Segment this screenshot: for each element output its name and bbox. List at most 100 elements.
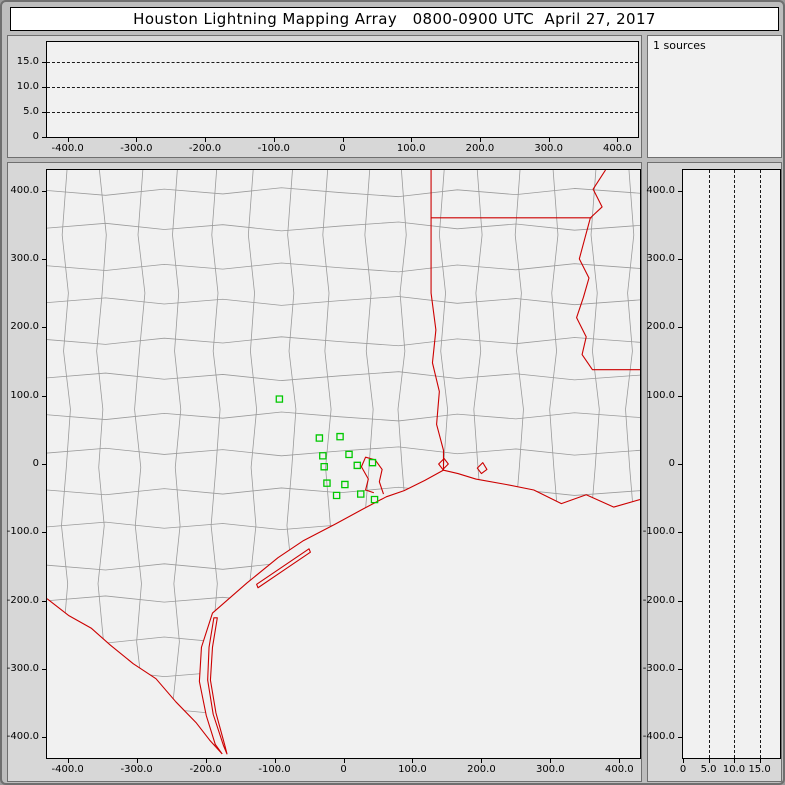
x-tick-mark (619, 759, 621, 763)
y-tick-label: 300.0 (10, 252, 39, 264)
y-tick-label: -100.0 (642, 526, 675, 538)
galveston-bay-outline (361, 457, 383, 494)
x-tick-label: -200.0 (188, 143, 222, 154)
x-tick-label: 0 (340, 764, 347, 775)
county-boundary-line (47, 447, 640, 456)
lma-station-marker (358, 491, 364, 497)
padre-island-outline (208, 618, 227, 754)
sources-count-label: 1 sources (653, 39, 706, 52)
y-tick-mark (42, 327, 46, 329)
x-tick-mark (67, 759, 69, 763)
x-tick-label: 200.0 (465, 143, 495, 154)
lma-station-marker (316, 435, 322, 441)
x-tick-mark (683, 759, 684, 763)
grid-dash-line (708, 170, 710, 758)
plan-view-map-plot-area[interactable] (46, 169, 641, 759)
x-tick-mark (343, 759, 345, 763)
x-tick-mark (548, 138, 550, 142)
x-tick-label: 15.0 (748, 764, 771, 775)
x-tick-label: 0 (339, 143, 346, 154)
x-tick-mark (67, 138, 69, 142)
window-title: Houston Lightning Mapping Array 0800-090… (133, 10, 656, 28)
y-tick-mark (678, 737, 682, 739)
source-histogram-plot-area[interactable]: 1 sources (648, 36, 781, 157)
y-tick-mark (42, 258, 46, 260)
x-tick-label: -300.0 (120, 143, 153, 154)
x-tick-mark (617, 138, 619, 142)
y-tick-mark (42, 600, 46, 602)
y-tick-label: -300.0 (642, 663, 675, 675)
plan-view-map-panel: -400.0 -300.0 -200.0 -100.0 0 100.0 200.0 300.0… (7, 162, 642, 782)
altitude-vs-northsouth-plot-area[interactable] (682, 169, 781, 759)
county-boundary-line (47, 337, 640, 346)
x-tick-mark (759, 759, 761, 763)
y-tick-label: 300.0 (646, 252, 675, 264)
y-tick-label: 100.0 (646, 389, 675, 401)
x-tick-label: 100.0 (398, 764, 427, 775)
county-boundary-line (47, 487, 640, 495)
x-tick-mark (708, 759, 710, 763)
x-tick-mark (412, 759, 414, 763)
x-tick-label: 200.0 (467, 764, 496, 775)
y-tick-mark (42, 87, 46, 88)
lma-station-marker (369, 460, 375, 466)
texas-counties-map-svg (47, 170, 640, 758)
y-tick-mark (678, 669, 682, 671)
y-tick-mark (42, 137, 46, 138)
source-histogram-panel: 1 sources (647, 35, 782, 158)
lma-station-marker (354, 462, 360, 468)
x-tick-label: 400.0 (603, 143, 632, 154)
y-tick-mark (42, 190, 46, 192)
x-tick-label: 300.0 (536, 764, 565, 775)
sabine-lake-outline (439, 459, 449, 470)
county-boundary-line (47, 372, 640, 381)
x-tick-label: 400.0 (604, 764, 634, 775)
x-tick-mark (274, 759, 276, 763)
y-tick-mark (678, 464, 682, 465)
x-tick-label: -400.0 (51, 143, 84, 154)
y-tick-label: 0 (668, 458, 675, 469)
y-tick-label: 200.0 (646, 321, 675, 333)
y-tick-mark (42, 464, 46, 465)
y-tick-mark (678, 258, 682, 260)
x-tick-mark (550, 759, 552, 763)
altitude-vs-northsouth-panel: 0 5.0 10.0 15.0 400.0 300.0 200.0 100.0 0 -100.0 -… (643, 162, 782, 782)
lma-station-marker (276, 396, 282, 402)
y-tick-mark (678, 395, 682, 397)
y-tick-label: -100.0 (6, 526, 39, 538)
water-mask (199, 470, 640, 758)
title-bar: Houston Lightning Mapping Array 0800-090… (10, 7, 779, 31)
y-tick-label: -400.0 (6, 731, 39, 743)
altitude-vs-eastwest-plot-area[interactable] (46, 41, 639, 138)
lma-station-marker (324, 480, 330, 486)
x-tick-mark (273, 138, 275, 142)
x-tick-mark (342, 138, 344, 142)
y-tick-mark (42, 532, 46, 534)
lma-station-marker (337, 434, 343, 440)
county-boundary-line (47, 222, 640, 231)
y-tick-label: 400.0 (646, 184, 675, 196)
x-tick-label: 5.0 (700, 764, 717, 775)
y-tick-label: 200.0 (10, 321, 39, 333)
x-tick-mark (734, 759, 736, 763)
y-tick-label: 400.0 (10, 184, 39, 196)
x-tick-mark (411, 138, 413, 142)
x-tick-mark (136, 138, 138, 142)
x-tick-mark (479, 138, 481, 142)
mississippi-river-border (577, 170, 640, 370)
lma-station-marker (321, 464, 327, 470)
state-border-tx-la-ar (431, 170, 443, 470)
x-tick-mark (136, 759, 138, 763)
x-tick-label: -100.0 (258, 764, 291, 775)
county-boundary-line (47, 188, 640, 197)
y-tick-mark (42, 669, 46, 671)
grid-dash-line (734, 170, 736, 758)
grid-dash-line (759, 170, 761, 758)
lma-station-marker (346, 451, 352, 457)
county-boundary-line (47, 296, 640, 305)
y-tick-label: 5.0 (23, 106, 39, 117)
x-tick-label: -100.0 (257, 143, 290, 154)
x-tick-mark (205, 138, 207, 142)
grid-dash-line (47, 112, 638, 113)
y-tick-label: -300.0 (6, 663, 39, 675)
